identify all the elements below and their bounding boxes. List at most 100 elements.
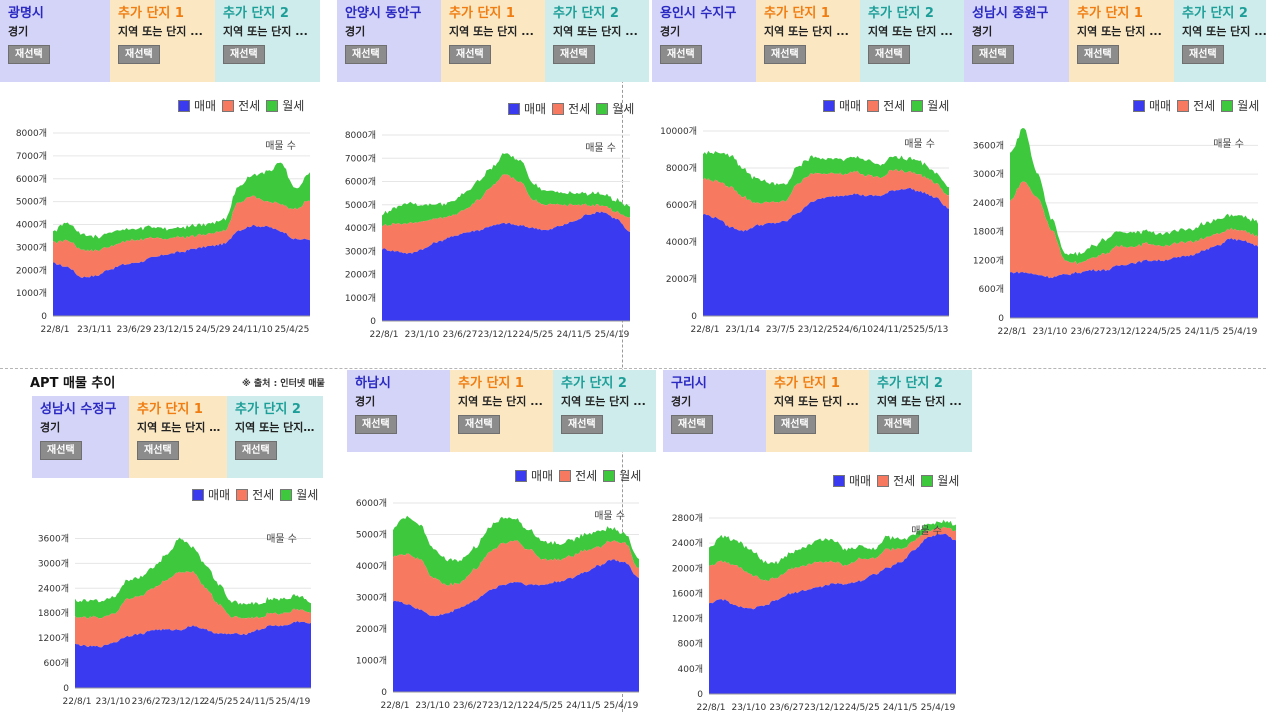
extra-region-2-subtitle: 지역 또는 단지 ... <box>223 25 308 38</box>
x-tick-label: 23/12/25 <box>798 325 838 335</box>
reselect-button[interactable]: 재선택 <box>8 45 50 64</box>
legend-item-monthly[interactable]: 월세 <box>280 486 318 503</box>
extra-region-1-title: 추가 단지 1 <box>458 376 524 391</box>
legend-item-monthly[interactable]: 월세 <box>596 100 634 117</box>
extra-region-2-box: 추가 단지 2 지역 또는 단지 ... 재선택 <box>215 0 320 82</box>
reselect-button[interactable]: 재선택 <box>355 415 397 434</box>
legend-label-monthly: 월세 <box>282 99 305 113</box>
reselect-button[interactable]: 재선택 <box>561 415 603 434</box>
stacked-area-chart: 0 1000개 2000개 3000개 4000개 5000개 6000개 7000개 8000… <box>16 128 310 335</box>
area-series-sale <box>53 224 310 316</box>
y-tick-label: 4000개 <box>356 561 387 572</box>
reselect-button[interactable]: 재선택 <box>972 45 1014 64</box>
reselect-button[interactable]: 재선택 <box>1182 45 1224 64</box>
legend-item-monthly[interactable]: 월세 <box>266 97 304 114</box>
extra-region-1-box: 추가 단지 1 지역 또는 단지 ... 재선택 <box>756 0 860 82</box>
reselect-button[interactable]: 재선택 <box>1077 45 1119 64</box>
legend-item-jeonse[interactable]: 전세 <box>867 97 905 114</box>
y-tick-label: 5000개 <box>345 200 376 211</box>
stacked-area-chart: 0 1000개 2000개 3000개 4000개 5000개 6000개 22/8/1 23/… <box>356 498 639 711</box>
legend-item-jeonse[interactable]: 전세 <box>552 100 590 117</box>
reselect-button[interactable]: 재선택 <box>553 45 595 64</box>
legend-swatch-sale <box>192 488 204 501</box>
legend-item-monthly[interactable]: 월세 <box>603 467 641 484</box>
y-tick-label: 7000개 <box>16 151 47 162</box>
chart-legend[interactable]: 매매 전세 월세 <box>509 467 641 484</box>
chart-legend[interactable]: 매매 전세 월세 <box>502 100 634 117</box>
reselect-button[interactable]: 재선택 <box>345 45 387 64</box>
reselect-button[interactable]: 재선택 <box>660 45 702 64</box>
extra-region-1-box: 추가 단지 1 지역 또는 단지 ... 재선택 <box>129 396 227 478</box>
region-header: 구리시 경기 재선택 추가 단지 1 지역 또는 단지 ... 재선택 추가 단… <box>663 370 972 452</box>
extra-region-2-box: 추가 단지 2 지역 또는 단지 ... 재선택 <box>1174 0 1266 82</box>
legend-swatch-jeonse <box>222 99 235 112</box>
reselect-button[interactable]: 재선택 <box>137 441 179 460</box>
reselect-button[interactable]: 재선택 <box>40 441 82 460</box>
x-tick-label: 24/5/25 <box>1147 327 1182 337</box>
legend-item-sale[interactable]: 매매 <box>833 472 871 489</box>
legend-item-monthly[interactable]: 월세 <box>1221 97 1259 114</box>
chart-legend[interactable]: 매매 전세 월세 <box>827 472 959 489</box>
reselect-button[interactable]: 재선택 <box>877 415 919 434</box>
area-series-monthly <box>709 519 956 581</box>
extra-region-2-subtitle: 지역 또는 단지 ... <box>1182 25 1266 38</box>
y-tick-label: 0 <box>697 690 703 700</box>
area-series-sale <box>75 621 311 688</box>
x-tick-label: 25/4/25 <box>275 325 310 335</box>
reselect-button[interactable]: 재선택 <box>764 45 806 64</box>
extra-region-1-subtitle: 지역 또는 단지 ... <box>774 395 859 408</box>
chart-legend[interactable]: 매매 전세 월세 <box>172 97 304 114</box>
reselect-button[interactable]: 재선택 <box>449 45 491 64</box>
legend-item-jeonse[interactable]: 전세 <box>559 467 597 484</box>
legend-item-jeonse[interactable]: 전세 <box>877 472 915 489</box>
y-tick-label: 3000개 <box>973 169 1004 180</box>
reselect-button[interactable]: 재선택 <box>868 45 910 64</box>
area-series-sale <box>703 187 949 316</box>
x-tick-label: 23/12/12 <box>488 701 528 711</box>
extra-region-1-title: 추가 단지 1 <box>449 6 515 21</box>
x-tick-label: 24/11/5 <box>566 701 601 711</box>
legend-item-jeonse[interactable]: 전세 <box>236 486 274 503</box>
reselect-button[interactable]: 재선택 <box>118 45 160 64</box>
legend-item-sale[interactable]: 매매 <box>515 467 553 484</box>
source-note: ※ 출처 : 인터넷 매물 <box>242 379 325 389</box>
area-series-jeonse <box>75 571 311 648</box>
main-region-box: 성남시 중원구 경기 재선택 <box>964 0 1069 82</box>
stacked-area-chart: 0 1000개 2000개 3000개 4000개 5000개 6000개 7000개 8000… <box>345 130 630 340</box>
chart-legend[interactable]: 매매 전세 월세 <box>1127 97 1259 114</box>
legend-label-jeonse: 전세 <box>1193 99 1216 113</box>
y-tick-label: 10000개 <box>660 126 697 137</box>
legend-item-sale[interactable]: 매매 <box>508 100 546 117</box>
legend-item-sale[interactable]: 매매 <box>1133 97 1171 114</box>
area-series-jeonse <box>382 174 630 254</box>
legend-item-sale[interactable]: 매매 <box>178 97 216 114</box>
extra-region-1-box: 추가 단지 1 지역 또는 단지 ... 재선택 <box>1069 0 1174 82</box>
legend-label-jeonse: 전세 <box>575 469 598 483</box>
area-series-sale <box>1010 238 1258 318</box>
area-series-jeonse <box>703 168 949 232</box>
legend-item-sale[interactable]: 매매 <box>192 486 230 503</box>
reselect-button[interactable]: 재선택 <box>774 415 816 434</box>
chart-legend[interactable]: 매매 전세 월세 <box>817 97 949 114</box>
y-tick-label: 3600개 <box>38 533 69 544</box>
x-tick-label: 24/11/5 <box>557 330 592 340</box>
legend-swatch-monthly <box>911 99 924 112</box>
legend-item-monthly[interactable]: 월세 <box>911 97 949 114</box>
reselect-button[interactable]: 재선택 <box>235 441 277 460</box>
legend-item-jeonse[interactable]: 전세 <box>1177 97 1215 114</box>
chart-legend[interactable]: 매매 전세 월세 <box>186 486 318 503</box>
x-tick-label: 24/11/5 <box>240 697 275 707</box>
legend-item-monthly[interactable]: 월세 <box>921 472 959 489</box>
extra-region-2-box: 추가 단지 2 지역 또는 단지 ... 재선택 <box>869 370 972 452</box>
legend-item-sale[interactable]: 매매 <box>823 97 861 114</box>
legend-item-jeonse[interactable]: 전세 <box>222 97 260 114</box>
extra-region-2-box: 추가 단지 2 지역 또는 단지 ... 재선택 <box>545 0 649 82</box>
y-tick-label: 2000개 <box>356 624 387 635</box>
extra-region-2-subtitle: 지역 또는 단지 ... <box>553 25 638 38</box>
vertical-guide-line <box>622 0 623 712</box>
y-tick-label: 1000개 <box>16 288 47 299</box>
reselect-button[interactable]: 재선택 <box>223 45 265 64</box>
reselect-button[interactable]: 재선택 <box>671 415 713 434</box>
main-region-box: 광명시 경기 재선택 <box>0 0 110 82</box>
reselect-button[interactable]: 재선택 <box>458 415 500 434</box>
